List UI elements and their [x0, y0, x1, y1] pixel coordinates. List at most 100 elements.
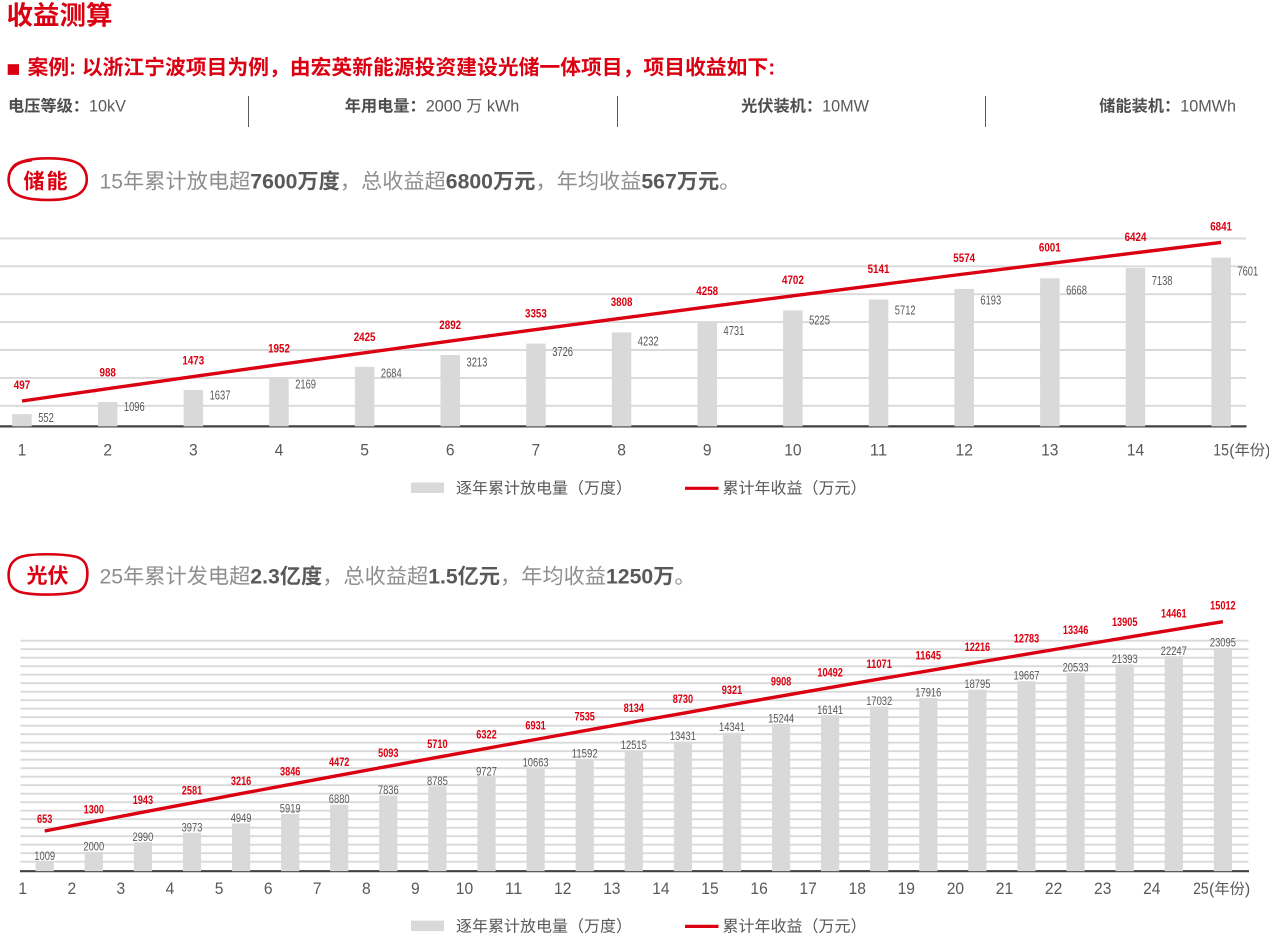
svg-text:988: 988 [100, 366, 117, 380]
svg-text:17: 17 [799, 879, 816, 898]
svg-text::: : [69, 57, 76, 80]
svg-text:25: 25 [100, 566, 124, 589]
svg-text:5093: 5093 [378, 748, 398, 760]
svg-text:9: 9 [411, 879, 420, 898]
svg-text:22247: 22247 [1161, 646, 1187, 658]
svg-text:6841: 6841 [1210, 219, 1232, 233]
svg-text:6322: 6322 [476, 730, 496, 742]
svg-text:22: 22 [1045, 879, 1062, 898]
svg-text:11: 11 [870, 440, 887, 459]
svg-text:16: 16 [750, 879, 767, 898]
svg-text:10: 10 [456, 879, 473, 898]
svg-text:4: 4 [166, 879, 175, 898]
svg-text:5919: 5919 [280, 804, 301, 816]
svg-text:1300: 1300 [84, 804, 104, 816]
svg-text:2425: 2425 [354, 330, 376, 344]
svg-text:6001: 6001 [1039, 240, 1061, 254]
svg-text:11645: 11645 [916, 651, 942, 663]
svg-text:1250: 1250 [606, 566, 653, 589]
svg-text:2000: 2000 [426, 98, 462, 116]
svg-text:7138: 7138 [1152, 274, 1173, 288]
svg-text::: : [768, 57, 775, 80]
svg-text:13346: 13346 [1063, 625, 1089, 637]
svg-text:3846: 3846 [280, 767, 300, 779]
svg-text:11592: 11592 [572, 749, 598, 761]
svg-text:3213: 3213 [467, 356, 488, 370]
svg-text:10MW: 10MW [822, 98, 869, 116]
svg-text:14461: 14461 [1161, 609, 1187, 621]
svg-text:4: 4 [275, 440, 284, 459]
svg-text:12216: 12216 [965, 642, 991, 654]
svg-text:2892: 2892 [439, 318, 461, 332]
svg-text:7535: 7535 [575, 712, 596, 724]
svg-text:6880: 6880 [329, 794, 350, 806]
svg-text:14: 14 [652, 879, 669, 898]
svg-text:2.3: 2.3 [250, 566, 280, 589]
svg-text:23: 23 [1094, 879, 1111, 898]
svg-text:1009: 1009 [34, 851, 55, 863]
svg-text:3973: 3973 [182, 822, 203, 834]
svg-text:552: 552 [38, 411, 54, 425]
svg-text:12: 12 [956, 440, 973, 459]
svg-text:5712: 5712 [895, 304, 916, 318]
svg-text:10663: 10663 [523, 758, 549, 770]
svg-text:18795: 18795 [964, 679, 990, 691]
svg-text:6931: 6931 [525, 721, 546, 733]
svg-text:567: 567 [641, 171, 676, 194]
svg-text:18: 18 [849, 879, 866, 898]
svg-text:): ) [1265, 442, 1269, 459]
svg-text:25: 25 [1193, 879, 1209, 898]
svg-text:(: ( [1229, 442, 1235, 459]
svg-text:17916: 17916 [915, 688, 941, 700]
svg-text:3: 3 [189, 440, 198, 459]
svg-text:15244: 15244 [768, 713, 794, 725]
svg-text:15012: 15012 [1210, 600, 1236, 612]
svg-text:8785: 8785 [427, 776, 448, 788]
svg-text:10MWh: 10MWh [1180, 98, 1236, 116]
svg-text:653: 653 [37, 814, 52, 826]
svg-text:1: 1 [18, 440, 27, 459]
svg-text:(: ( [1209, 881, 1215, 898]
svg-text:10492: 10492 [817, 668, 843, 680]
svg-text:20: 20 [947, 879, 964, 898]
svg-text:): ) [1245, 881, 1250, 898]
svg-text:10kV: 10kV [89, 98, 126, 116]
svg-text:4731: 4731 [724, 324, 745, 338]
svg-text:1952: 1952 [268, 342, 290, 356]
svg-text:8: 8 [617, 440, 626, 459]
svg-text:9321: 9321 [722, 685, 743, 697]
svg-text:4258: 4258 [696, 284, 718, 298]
svg-text:2: 2 [103, 440, 112, 459]
svg-text:23095: 23095 [1210, 638, 1236, 650]
svg-text:24: 24 [1143, 879, 1160, 898]
svg-text:15: 15 [1213, 440, 1229, 459]
svg-text:1096: 1096 [124, 400, 145, 414]
svg-text:12783: 12783 [1014, 634, 1040, 646]
svg-text:5574: 5574 [953, 251, 975, 265]
svg-text:9908: 9908 [771, 676, 792, 688]
svg-text:5141: 5141 [868, 262, 890, 276]
svg-text:13905: 13905 [1112, 617, 1138, 629]
svg-text:2581: 2581 [182, 785, 203, 797]
svg-text:6800: 6800 [446, 171, 493, 194]
svg-text:15: 15 [701, 879, 718, 898]
svg-text:8134: 8134 [624, 703, 645, 715]
svg-text:4702: 4702 [782, 273, 804, 287]
svg-text:14: 14 [1127, 440, 1144, 459]
svg-text:1637: 1637 [210, 388, 231, 402]
svg-text:4949: 4949 [231, 813, 252, 825]
svg-text:2990: 2990 [133, 832, 154, 844]
svg-text:8: 8 [362, 879, 371, 898]
svg-text:1943: 1943 [133, 795, 153, 807]
svg-text:14341: 14341 [719, 722, 745, 734]
svg-text:16141: 16141 [817, 705, 843, 717]
svg-text:3: 3 [117, 879, 126, 898]
svg-text:21393: 21393 [1112, 654, 1138, 666]
svg-text:13: 13 [603, 879, 620, 898]
svg-text:4232: 4232 [638, 334, 659, 348]
svg-text:19667: 19667 [1014, 671, 1040, 683]
svg-text:9: 9 [703, 440, 712, 459]
svg-text:15: 15 [100, 171, 124, 194]
svg-text:3216: 3216 [231, 776, 251, 788]
svg-text:12515: 12515 [621, 740, 647, 752]
